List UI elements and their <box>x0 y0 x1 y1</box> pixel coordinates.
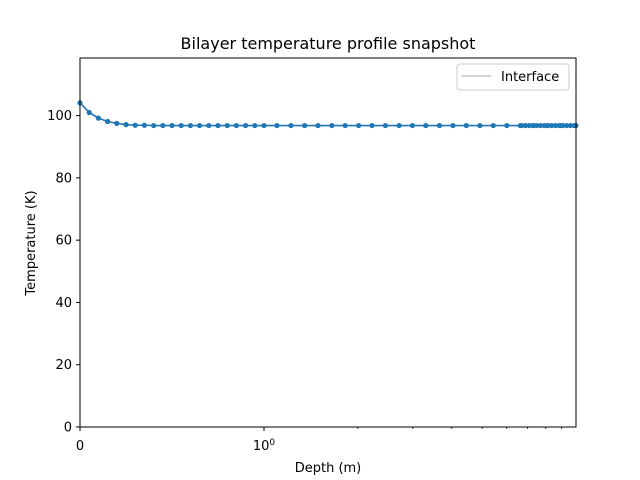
data-point <box>560 122 566 129</box>
data-point <box>409 122 416 129</box>
data-point <box>522 122 529 129</box>
data-point <box>423 122 429 129</box>
data-point <box>187 122 193 129</box>
data-point <box>178 122 184 129</box>
data-point <box>105 118 111 125</box>
data-point <box>545 122 551 129</box>
data-point <box>519 122 525 129</box>
data-point <box>302 122 308 129</box>
legend: Interface <box>456 63 570 91</box>
data-point <box>436 122 443 129</box>
data-point <box>477 122 483 129</box>
x-axis-ticks: 0 100 <box>76 427 563 454</box>
data-point <box>369 122 375 129</box>
data-point <box>450 122 456 129</box>
y-axis-label: Temperature (K) <box>24 190 39 296</box>
plot-frame <box>79 57 577 428</box>
y-tick-label: 40 <box>55 296 72 311</box>
x-axis-label: Depth (m) <box>295 461 362 476</box>
plot-background <box>80 58 576 427</box>
data-point <box>224 122 230 129</box>
data-point <box>490 122 496 129</box>
data-point <box>233 122 239 129</box>
data-point <box>537 122 544 129</box>
data-point <box>274 122 280 129</box>
data-point <box>151 122 157 129</box>
data-point <box>567 122 574 129</box>
data-point <box>549 122 555 129</box>
data-point <box>261 122 267 129</box>
data-point <box>114 120 120 126</box>
data-point <box>382 122 389 129</box>
data-point <box>526 122 532 129</box>
y-tick-label: 80 <box>55 171 72 186</box>
data-point <box>141 122 147 128</box>
data-point <box>123 122 129 128</box>
data-point <box>243 122 249 129</box>
data-point <box>396 122 402 129</box>
data-point <box>288 122 294 129</box>
data-point <box>169 122 175 129</box>
data-point <box>197 122 203 129</box>
data-point <box>252 122 258 129</box>
data-point <box>356 122 362 129</box>
data-point <box>504 122 510 129</box>
legend-box <box>456 63 570 91</box>
legend-interface-label: Interface <box>501 70 559 85</box>
data-point <box>534 122 540 129</box>
y-tick-label: 60 <box>55 234 72 249</box>
data-point <box>160 122 166 129</box>
data-point <box>315 122 321 129</box>
chart-title: Bilayer temperature profile snapshot <box>181 34 476 53</box>
data-point <box>541 122 547 129</box>
data-point <box>552 122 559 129</box>
y-tick-label: 100 <box>47 109 72 124</box>
data-point <box>132 122 138 128</box>
x-tick-label: 0 <box>76 439 84 454</box>
data-point <box>329 122 335 129</box>
y-axis-ticks: 0 20 40 60 80 100 <box>47 109 80 436</box>
data-point <box>215 122 221 129</box>
data-point <box>571 122 577 129</box>
data-point <box>206 122 212 129</box>
y-tick-label: 0 <box>64 421 72 436</box>
data-point <box>556 122 562 129</box>
data-point <box>530 122 536 129</box>
data-point <box>463 122 469 129</box>
x-tick-label: 100 <box>253 438 276 454</box>
plot-content <box>77 100 579 129</box>
data-point <box>564 122 570 129</box>
data-point <box>95 115 101 121</box>
y-tick-label: 20 <box>55 358 72 373</box>
data-point <box>86 109 92 116</box>
data-point <box>342 122 348 129</box>
